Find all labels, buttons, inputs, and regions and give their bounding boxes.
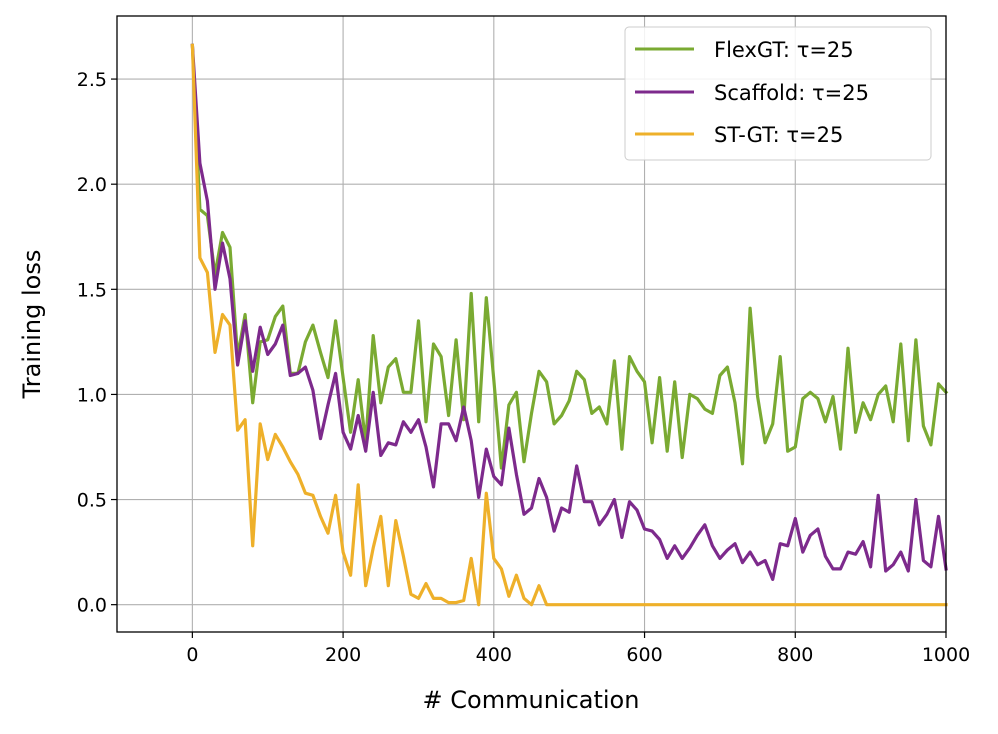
y-tick-label: 2.0 [77, 174, 107, 196]
x-tick-label: 600 [626, 644, 662, 666]
series-lines [190, 43, 949, 607]
y-tick-label: 1.5 [77, 279, 107, 301]
legend: FlexGT: τ=25 Scaffold: τ=25 ST-GT: τ=25 [624, 26, 932, 161]
stgt-series-line [190, 43, 948, 607]
axis-ticks: 0 200 400 600 800 1000 0.0 0.5 1.0 1.5 2.0 2.5 [77, 69, 970, 666]
plot-frame [116, 15, 947, 633]
x-tick-label: 400 [476, 644, 512, 666]
legend-label-stgt: ST-GT: τ=25 [714, 123, 843, 147]
x-tick-label: 1000 [922, 644, 970, 666]
legend-label-flexgt: FlexGT: τ=25 [714, 38, 854, 62]
scaffold-series-line [190, 43, 948, 582]
y-tick-label: 0.5 [77, 490, 107, 512]
y-axis-title: Training loss [18, 250, 46, 400]
y-tick-label: 1.0 [77, 384, 107, 406]
x-tick-label: 200 [325, 644, 361, 666]
legend-box [624, 26, 932, 161]
x-axis-title: # Communication [423, 686, 640, 714]
y-tick-label: 2.5 [77, 69, 107, 91]
x-tick-label: 0 [186, 644, 198, 666]
flexgt-series-line [190, 43, 949, 470]
y-tick-label: 0.0 [77, 595, 107, 617]
legend-label-scaffold: Scaffold: τ=25 [714, 81, 869, 105]
x-tick-label: 800 [777, 644, 813, 666]
